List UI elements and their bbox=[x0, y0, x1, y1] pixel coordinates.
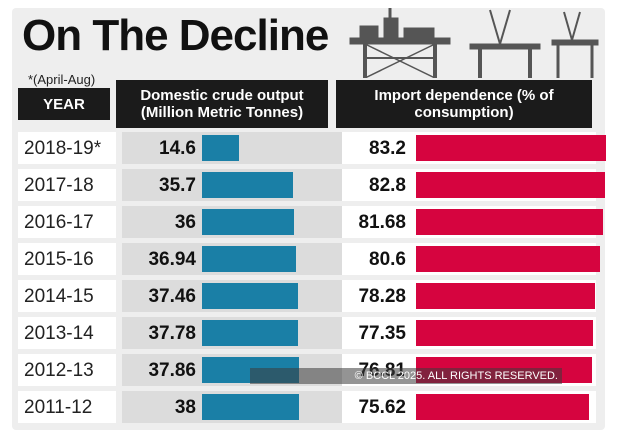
year-cell bbox=[18, 317, 116, 349]
import-value-label: 77.35 bbox=[358, 323, 406, 344]
import-value-label: 80.6 bbox=[369, 249, 406, 270]
domestic-bar bbox=[202, 135, 239, 161]
year-cell bbox=[18, 391, 116, 423]
domestic-value-label: 35.7 bbox=[159, 175, 196, 196]
import-bar bbox=[416, 283, 595, 309]
table-row: 2014-15 37.46 78.28 bbox=[18, 280, 596, 314]
header-domestic-output: Domestic crude output (Million Metric To… bbox=[116, 80, 328, 128]
footnote: *(April-Aug) bbox=[28, 72, 96, 87]
year-label: 2013-14 bbox=[24, 323, 94, 344]
domestic-value-label: 36 bbox=[174, 212, 196, 233]
copyright-watermark: © BCCL 2025. ALL RIGHTS RESERVED. bbox=[250, 368, 562, 384]
domestic-bar bbox=[202, 172, 293, 198]
domestic-value-label: 37.86 bbox=[148, 360, 196, 381]
domestic-value-label: 38 bbox=[174, 397, 196, 418]
import-bar bbox=[416, 172, 605, 198]
header-import-dependence: Import dependence (% of consumption) bbox=[336, 80, 592, 128]
table-row: 2013-14 37.78 77.35 bbox=[18, 317, 596, 351]
table-row: 2017-18 35.7 82.8 bbox=[18, 169, 605, 203]
import-bar bbox=[416, 209, 603, 235]
year-label: 2011-12 bbox=[24, 397, 93, 418]
year-cell bbox=[18, 169, 116, 201]
year-cell bbox=[18, 243, 116, 275]
import-bar bbox=[416, 320, 593, 346]
chart-title: On The Decline bbox=[22, 11, 329, 60]
year-cell bbox=[18, 206, 116, 238]
domestic-value-label: 14.6 bbox=[159, 138, 196, 159]
header-year: YEAR bbox=[18, 88, 110, 120]
year-label: 2015-16 bbox=[24, 249, 94, 270]
import-bar bbox=[416, 135, 606, 161]
year-cell bbox=[18, 354, 116, 386]
oil-rig-illustration bbox=[349, 8, 599, 78]
domestic-bar bbox=[202, 246, 296, 272]
import-value-label: 75.62 bbox=[358, 397, 406, 418]
import-value-label: 81.68 bbox=[358, 212, 406, 233]
year-label: 2018-19* bbox=[24, 138, 102, 159]
domestic-value-label: 37.78 bbox=[148, 323, 196, 344]
domestic-value-label: 37.46 bbox=[148, 286, 196, 307]
year-label: 2016-17 bbox=[24, 212, 94, 233]
year-cell bbox=[18, 280, 116, 312]
domestic-value-label: 36.94 bbox=[148, 249, 196, 270]
import-bar bbox=[416, 394, 589, 420]
import-value-label: 83.2 bbox=[369, 138, 406, 159]
import-value-label: 78.28 bbox=[358, 286, 406, 307]
domestic-bar bbox=[202, 394, 299, 420]
table-row: 2016-17 36 81.68 bbox=[18, 206, 603, 240]
table-row: 2015-16 36.94 80.6 bbox=[18, 243, 600, 277]
table-row: 2011-12 38 75.62 bbox=[18, 391, 596, 425]
year-label: 2014-15 bbox=[24, 286, 94, 307]
year-label: 2017-18 bbox=[24, 175, 94, 196]
import-bar bbox=[416, 246, 600, 272]
domestic-bar bbox=[202, 283, 298, 309]
year-label: 2012-13 bbox=[24, 360, 94, 381]
domestic-bar bbox=[202, 209, 294, 235]
year-cell bbox=[18, 132, 116, 164]
import-value-label: 82.8 bbox=[369, 175, 406, 196]
table-row: 2018-19* 14.6 83.2 bbox=[18, 132, 606, 166]
domestic-bar bbox=[202, 320, 298, 346]
